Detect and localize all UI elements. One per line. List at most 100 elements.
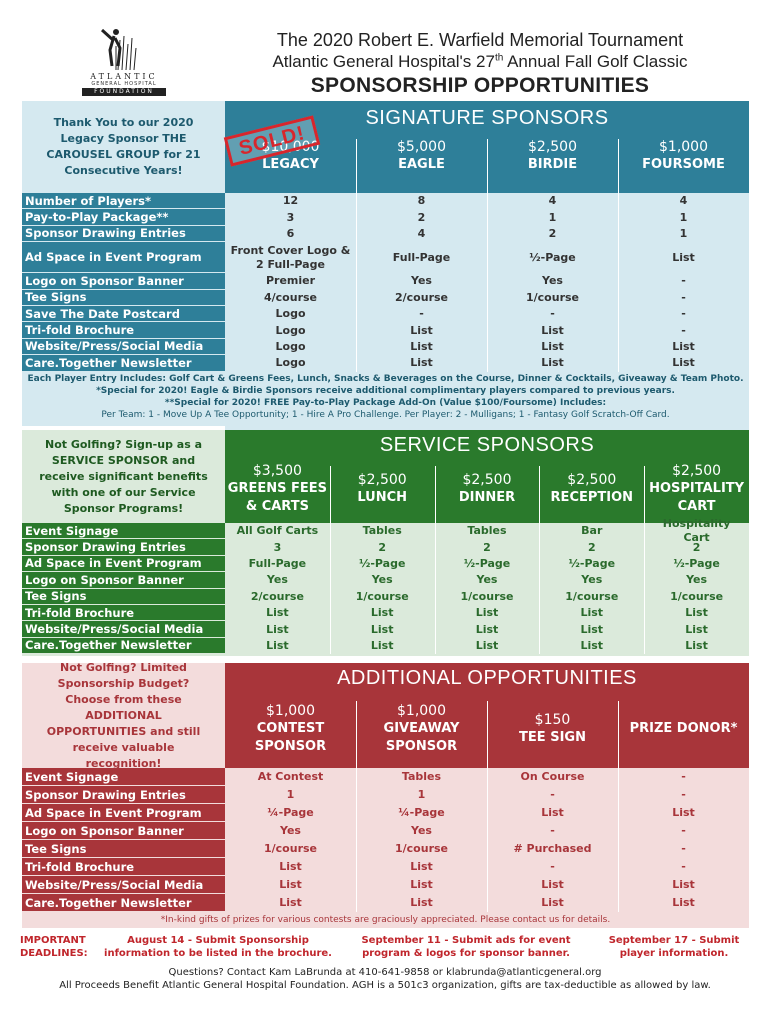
sponsor-name: PRIZE DONOR*: [629, 721, 738, 736]
row-label: Ad Space in Event Program: [22, 804, 225, 821]
table-cell: Yes: [581, 573, 603, 587]
column-divider: [487, 701, 488, 912]
sponsor-name: LUNCH: [357, 490, 408, 505]
table-cell: List: [541, 896, 564, 909]
table-cell: 3: [273, 540, 282, 554]
table-cell: -: [681, 842, 686, 855]
row-label: Tee Signs: [22, 588, 225, 604]
table-cell: 4/course: [263, 290, 317, 304]
sponsor-price: $3,500: [252, 463, 302, 479]
table-cell: Yes: [371, 573, 393, 587]
section-title: SIGNATURE SPONSORS: [365, 107, 609, 129]
table-cell: List: [685, 606, 708, 620]
table-cell: List: [410, 323, 433, 337]
sponsor-level-header: $150 TEE SIGN: [487, 691, 618, 767]
table-cell: Tables: [362, 524, 402, 538]
table-cell: 4: [548, 194, 557, 208]
table-cell: -: [550, 307, 555, 321]
table-cell: Premier: [265, 274, 316, 288]
sponsor-name: EAGLE: [398, 157, 445, 172]
table-cell: 1: [679, 210, 688, 224]
sponsor-name: GIVEAWAY SPONSOR: [383, 721, 460, 754]
table-cell: List: [672, 806, 695, 819]
table-cell: 4: [417, 226, 426, 240]
table-cell: 2: [378, 540, 387, 554]
table-cell: # Purchased: [513, 842, 592, 855]
table-cell: 3: [286, 210, 295, 224]
table-cell: Full-Page: [392, 250, 451, 264]
table-cell: List: [475, 606, 499, 620]
sponsor-price: $150: [534, 712, 571, 728]
sponsor-level-header: $1,000 GIVEAWAY SPONSOR: [356, 691, 487, 767]
subtitle-part: Atlantic General Hospital's 27: [272, 52, 495, 71]
table-cell: On Course: [520, 770, 585, 783]
row-label: Logo on Sponsor Banner: [22, 822, 225, 839]
table-cell: Front Cover Logo & 2 Full-Page: [230, 243, 351, 271]
tournament-title: The 2020 Robert E. Warfield Memorial Tou…: [276, 30, 684, 50]
table-cell: -: [681, 788, 686, 801]
table-cell: Bar: [581, 524, 603, 538]
row-label: Number of Players*: [22, 193, 225, 209]
section-banner: [225, 430, 749, 526]
table-cell: Full-Page: [248, 556, 307, 570]
row-label: Logo on Sponsor Banner: [22, 572, 225, 588]
table-cell: Yes: [266, 573, 288, 587]
row-label: Sponsor Drawing Entries: [22, 539, 225, 555]
row-label: Tri-fold Brochure: [22, 858, 225, 875]
additional-note: *In-kind gifts of prizes for various con…: [160, 915, 611, 925]
signature-note-4: Per Team: 1 - Move Up A Tee Opportunity;…: [101, 409, 670, 420]
logo-name: ATLANTIC: [90, 72, 158, 81]
table-cell: -: [681, 274, 686, 288]
section-title: ADDITIONAL OPPORTUNITIES: [337, 667, 637, 689]
subtitle-part: Annual Fall Golf Classic: [503, 52, 688, 71]
table-cell: -: [681, 307, 686, 321]
table-cell: Yes: [476, 573, 498, 587]
footer-legal: All Proceeds Benefit Atlantic General Ho…: [59, 980, 711, 991]
table-cell: Tables: [467, 524, 507, 538]
sponsor-price: $5,000: [397, 139, 446, 155]
table-cell: -: [681, 290, 686, 304]
golfer-icon: [100, 28, 137, 71]
row-label: Website/Press/Social Media: [22, 621, 225, 637]
table-cell: List: [541, 339, 564, 353]
table-body-bg: [225, 523, 749, 656]
sponsor-name: LEGACY: [262, 157, 319, 172]
table-cell: 1: [286, 788, 295, 801]
table-cell: -: [550, 860, 555, 873]
table-cell: ¼-Page: [267, 806, 314, 819]
column-divider: [539, 466, 541, 655]
table-cell: List: [370, 638, 394, 652]
table-cell: List: [266, 638, 289, 652]
sponsor-price: $1,000: [397, 703, 446, 719]
row-label: Website/Press/Social Media: [22, 338, 225, 355]
row-label: Event Signage: [22, 523, 225, 539]
table-cell: -: [681, 770, 686, 783]
table-cell: List: [685, 638, 708, 652]
table-cell: List: [266, 622, 289, 636]
column-divider: [487, 139, 488, 372]
sponsor-name: GREENS FEES & CARTS: [227, 481, 327, 514]
sponsor-level-header: $3,500 GREENS FEES & CARTS: [225, 456, 330, 522]
table-cell: List: [266, 606, 289, 620]
table-cell: 8: [417, 194, 426, 208]
table-cell: -: [681, 824, 686, 837]
table-cell: List: [410, 878, 433, 891]
table-cell: List: [410, 896, 433, 909]
row-label: Website/Press/Social Media: [22, 876, 225, 893]
deadline-1: August 14 - Submit Sponsorship informati…: [104, 935, 332, 959]
subtitle-sup: th: [494, 52, 504, 64]
sponsor-price: $2,500: [567, 472, 617, 488]
footer-contact: Questions? Contact Kam LaBrunda at 410-6…: [168, 967, 602, 978]
table-cell: -: [419, 307, 424, 321]
row-label: Logo on Sponsor Banner: [22, 273, 225, 289]
sponsor-name: HOSPITALITY CART: [649, 481, 745, 514]
table-cell: -: [550, 824, 555, 837]
table-cell: Logo: [275, 307, 306, 321]
table-cell: List: [541, 806, 564, 819]
table-cell: Yes: [411, 824, 432, 837]
signature-sponsors-section: SIGNATURE SPONSORS Thank You to our 2020 …: [22, 101, 749, 467]
sponsor-name: CONTEST SPONSOR: [254, 721, 327, 754]
table-cell: List: [672, 339, 695, 353]
column-divider: [356, 701, 357, 912]
table-cell: 1/course: [355, 589, 409, 603]
